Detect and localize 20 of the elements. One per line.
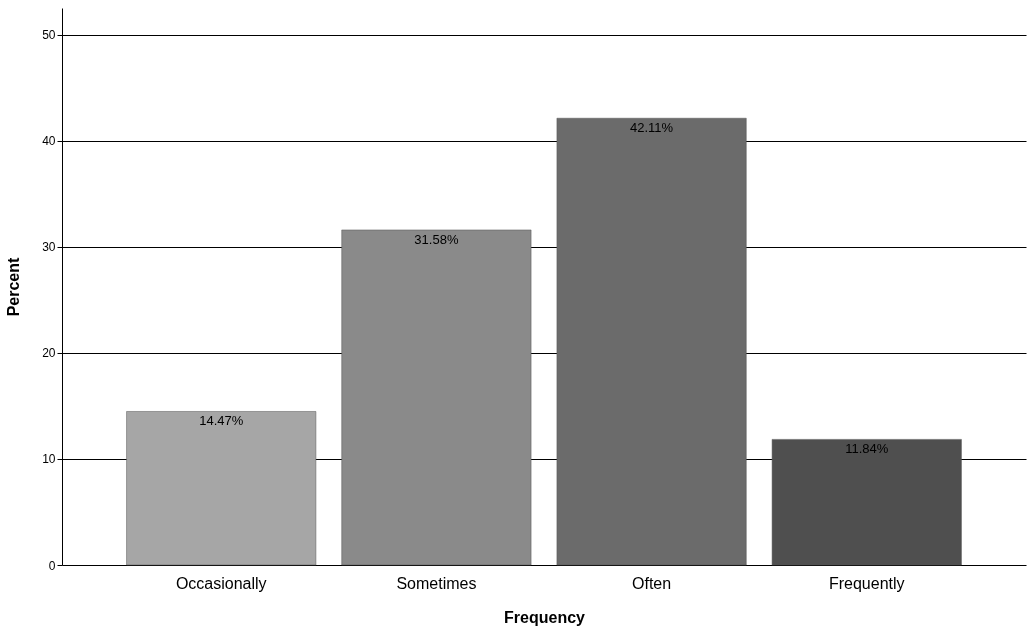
bar [771, 439, 962, 566]
bar [341, 229, 532, 566]
data-label: 11.84% [845, 441, 889, 457]
y-tick-label: 40 [42, 134, 56, 149]
x-tick-label: Often [632, 574, 672, 592]
x-axis-title: Frequency [504, 608, 586, 626]
x-tick-label: Sometimes [396, 574, 477, 592]
data-label: 31.58% [414, 231, 459, 247]
bar [556, 117, 747, 566]
y-tick-label: 50 [42, 28, 56, 43]
data-label: 42.11% [630, 120, 674, 136]
y-axis-title: Percent [5, 256, 23, 317]
x-tick-label: Occasionally [175, 574, 267, 592]
data-label: 14.47% [199, 413, 244, 429]
y-tick-label: 30 [42, 240, 56, 255]
x-tick-label: Frequently [828, 574, 905, 592]
y-tick-label: 0 [48, 558, 56, 573]
y-tick-label: 10 [42, 452, 56, 467]
y-tick-label: 20 [42, 346, 56, 361]
bar [126, 411, 317, 566]
